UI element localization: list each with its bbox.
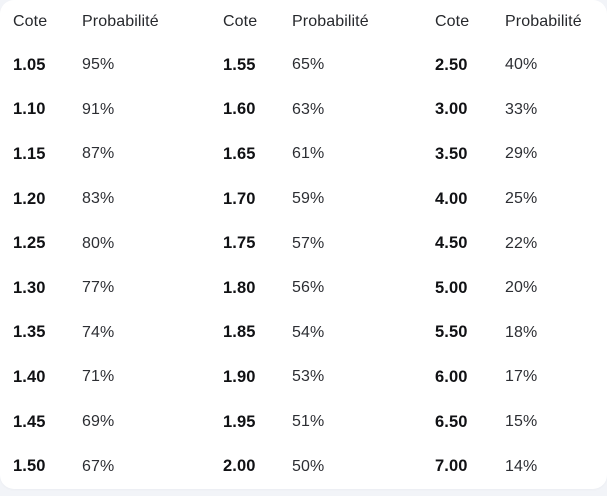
column-header-probability: Probabilité <box>82 12 159 30</box>
probability-value: 17% <box>505 368 538 386</box>
probability-value: 80% <box>82 234 115 252</box>
probability-value: 61% <box>292 145 325 163</box>
cote-value: 3.50 <box>435 144 468 163</box>
probability-value: 25% <box>505 190 538 208</box>
cote-value: 1.40 <box>13 367 46 386</box>
probability-value: 74% <box>82 323 115 341</box>
probability-value: 20% <box>505 279 538 297</box>
cote-value: 1.60 <box>223 100 256 119</box>
probability-value: 57% <box>292 234 325 252</box>
probability-value: 77% <box>82 279 115 297</box>
probability-value: 69% <box>82 413 115 431</box>
probability-value: 14% <box>505 457 538 475</box>
probability-value: 18% <box>505 323 538 341</box>
probability-value: 59% <box>292 190 325 208</box>
probability-value: 22% <box>505 234 538 252</box>
cote-value: 1.10 <box>13 100 46 119</box>
probability-value: 51% <box>292 413 325 431</box>
cote-value: 1.80 <box>223 278 256 297</box>
cote-value: 3.00 <box>435 100 468 119</box>
probability-value: 33% <box>505 100 538 118</box>
cote-value: 1.50 <box>13 457 46 476</box>
probability-value: 87% <box>82 145 115 163</box>
probability-value: 29% <box>505 145 538 163</box>
probability-value: 91% <box>82 100 115 118</box>
cote-value: 5.00 <box>435 278 468 297</box>
column-header-probability: Probabilité <box>505 12 582 30</box>
cote-value: 1.95 <box>223 412 256 431</box>
cote-value: 1.15 <box>13 144 46 163</box>
cote-value: 1.70 <box>223 189 256 208</box>
cote-value: 6.50 <box>435 412 468 431</box>
cote-value: 2.50 <box>435 55 468 74</box>
column-header-cote: Cote <box>13 12 48 30</box>
cote-value: 1.25 <box>13 234 46 253</box>
cote-value: 1.45 <box>13 412 46 431</box>
column-header-cote: Cote <box>223 12 258 30</box>
probability-value: 65% <box>292 56 325 74</box>
cote-value: 1.35 <box>13 323 46 342</box>
probability-value: 50% <box>292 457 325 475</box>
cote-value: 1.90 <box>223 367 256 386</box>
probability-value: 95% <box>82 56 115 74</box>
probability-value: 56% <box>292 279 325 297</box>
cote-value: 5.50 <box>435 323 468 342</box>
probability-value: 54% <box>292 323 325 341</box>
cote-value: 1.75 <box>223 234 256 253</box>
cote-value: 1.05 <box>13 55 46 74</box>
probability-value: 83% <box>82 190 115 208</box>
cote-value: 1.20 <box>13 189 46 208</box>
cote-value: 1.55 <box>223 55 256 74</box>
cote-value: 2.00 <box>223 457 256 476</box>
cote-value: 4.50 <box>435 234 468 253</box>
probability-value: 71% <box>82 368 115 386</box>
cote-value: 1.65 <box>223 144 256 163</box>
cote-value: 1.30 <box>13 278 46 297</box>
probability-value: 53% <box>292 368 325 386</box>
column-header-cote: Cote <box>435 12 470 30</box>
probability-value: 40% <box>505 56 538 74</box>
probability-value: 63% <box>292 100 325 118</box>
probability-value: 15% <box>505 413 538 431</box>
cote-value: 7.00 <box>435 457 468 476</box>
column-header-probability: Probabilité <box>292 12 369 30</box>
cote-value: 6.00 <box>435 367 468 386</box>
probability-value: 67% <box>82 457 115 475</box>
cote-value: 1.85 <box>223 323 256 342</box>
cote-value: 4.00 <box>435 189 468 208</box>
